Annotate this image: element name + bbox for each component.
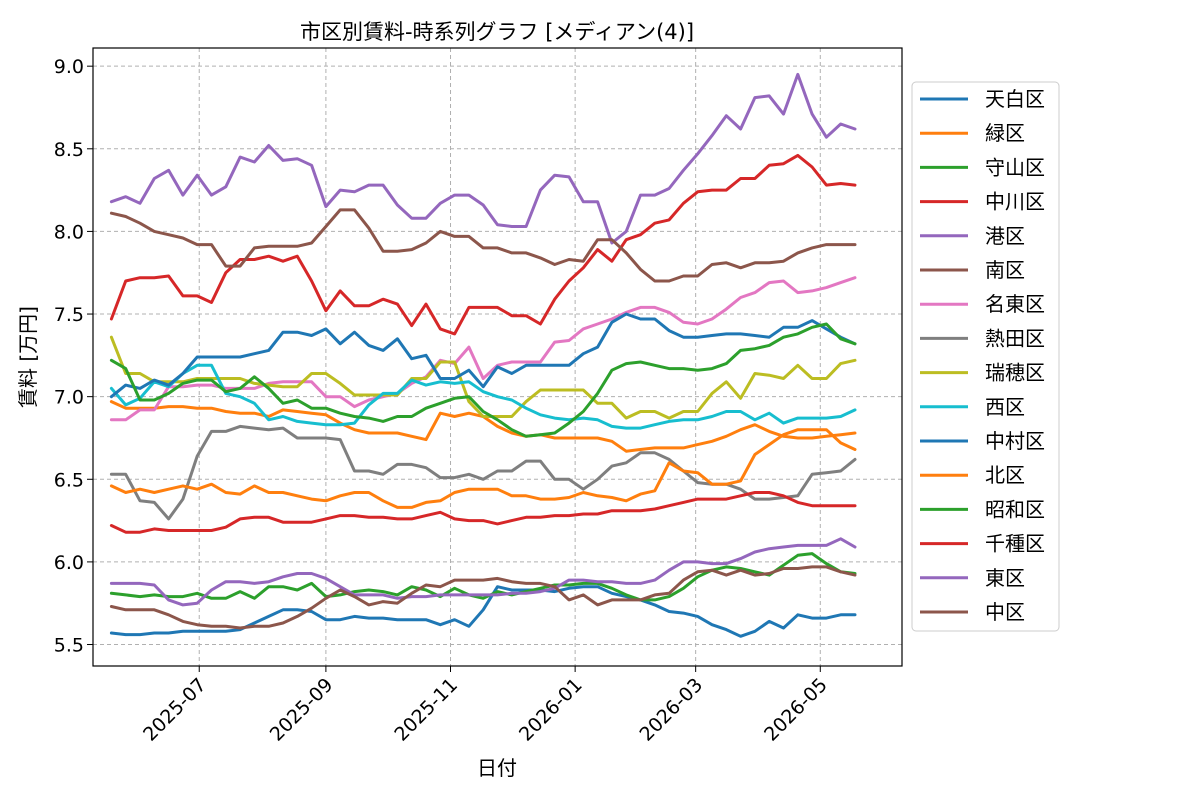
chart-title: 市区別賃料-時系列グラフ [メディアン(4)] (300, 20, 694, 44)
series-line-10 (109, 312, 857, 399)
legend-label: 東区 (985, 566, 1025, 590)
y-tick-label: 8.5 (54, 139, 84, 161)
series-line-11 (109, 428, 857, 509)
y-tick-label: 7.0 (54, 387, 84, 409)
series-line-3 (109, 153, 857, 336)
series-line-12 (109, 322, 857, 438)
y-tick-label: 9.0 (54, 56, 84, 78)
series-line-2 (109, 552, 857, 602)
legend-label: 中村区 (985, 429, 1045, 453)
y-tick-label: 8.0 (54, 221, 84, 243)
legend-label: 名東区 (985, 292, 1045, 316)
series-line-14 (109, 537, 857, 607)
legend-label: 緑区 (985, 121, 1025, 145)
series-line-9 (109, 363, 857, 430)
legend-frame (911, 81, 1060, 632)
y-tick-label: 5.5 (54, 635, 84, 657)
y-tick-label: 6.0 (54, 552, 84, 574)
legend-label: 港区 (985, 224, 1025, 248)
legend-label: 西区 (985, 395, 1025, 419)
series-line-13 (109, 491, 857, 534)
series-line-0 (109, 585, 857, 638)
legend: 天白区緑区守山区中川区港区南区名東区熱田区瑞穂区西区中村区北区昭和区千種区東区中… (911, 81, 1060, 632)
series-line-5 (109, 208, 857, 283)
plot-frame (92, 47, 903, 667)
legend-label: 北区 (985, 463, 1025, 487)
x-axis-title: 日付 (477, 756, 517, 780)
y-tick-label: 7.5 (54, 304, 84, 326)
plot-series (109, 72, 857, 638)
legend-label: 瑞穂区 (985, 361, 1045, 385)
series-line-8 (109, 335, 857, 420)
legend-label: 中区 (985, 600, 1025, 624)
series-line-7 (109, 424, 857, 521)
legend-label: 昭和区 (985, 497, 1045, 521)
legend-label: 千種区 (985, 532, 1045, 556)
legend-label: 天白区 (985, 87, 1045, 111)
legend-label: 南区 (985, 258, 1025, 282)
legend-label: 熱田区 (985, 326, 1045, 350)
series-line-15 (109, 565, 857, 630)
series-line-4 (109, 72, 857, 245)
y-axis-title: 賃料 [万円] (16, 306, 40, 408)
legend-label: 中川区 (985, 190, 1045, 214)
y-tick-label: 6.5 (54, 469, 84, 491)
legend-label: 守山区 (985, 155, 1045, 179)
